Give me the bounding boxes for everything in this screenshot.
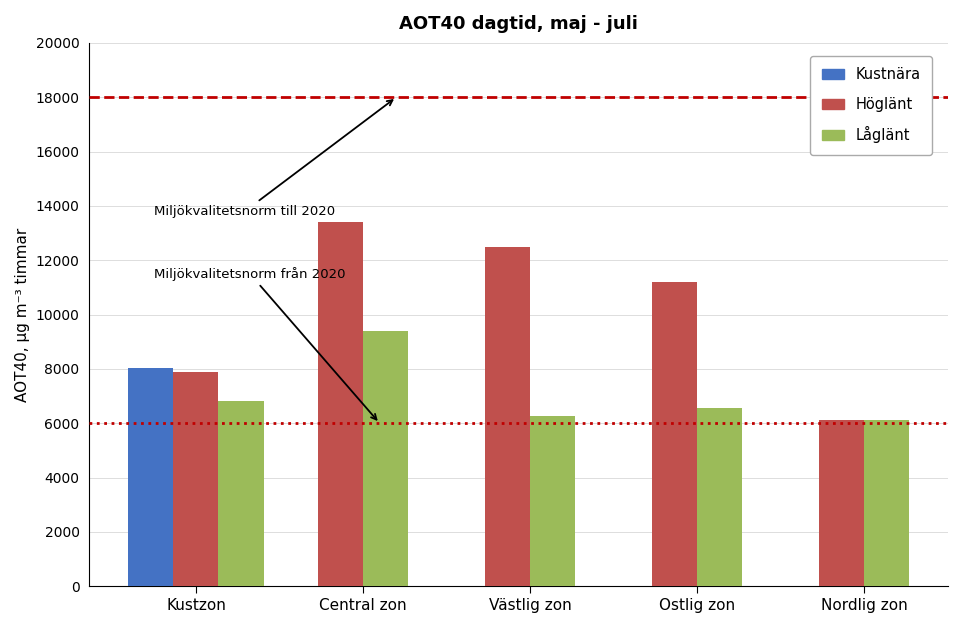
Bar <box>484 247 530 586</box>
Title: AOT40 dagtid, maj - juli: AOT40 dagtid, maj - juli <box>400 15 638 33</box>
Bar <box>363 331 408 586</box>
Legend: Kustnära, Höglänt, Låglänt: Kustnära, Höglänt, Låglänt <box>810 56 932 155</box>
Bar <box>219 401 264 586</box>
Bar <box>530 416 575 586</box>
Bar <box>652 282 697 586</box>
Bar <box>697 408 742 586</box>
Bar <box>318 222 363 586</box>
Bar <box>173 372 219 586</box>
Bar <box>128 367 173 586</box>
Y-axis label: AOT40, µg m⁻³ timmar: AOT40, µg m⁻³ timmar <box>15 227 30 402</box>
Text: Miljökvalitetsnorm från 2020: Miljökvalitetsnorm från 2020 <box>154 267 377 420</box>
Bar <box>864 421 909 586</box>
Text: Miljökvalitetsnorm till 2020: Miljökvalitetsnorm till 2020 <box>154 100 393 218</box>
Bar <box>819 421 864 586</box>
